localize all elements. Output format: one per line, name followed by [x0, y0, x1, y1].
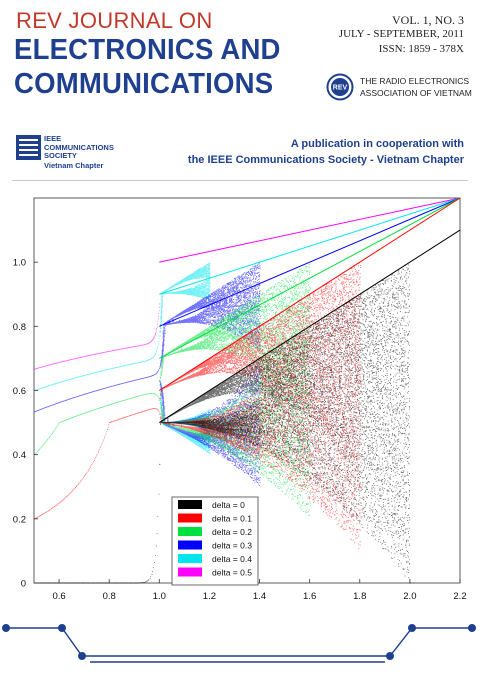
- legend-swatch: [178, 500, 202, 509]
- legend-label: delta = 0.2: [212, 527, 252, 537]
- legend-swatch: [178, 567, 202, 577]
- legend-swatch: [178, 554, 202, 563]
- journal-title-line-2: COMMUNICATIONS: [14, 68, 274, 100]
- footer-node-2: [58, 624, 66, 632]
- x-tick-label: 2.0: [403, 591, 416, 602]
- ieee-line-2: COMMUNICATIONS: [44, 142, 114, 152]
- y-tick-label: 0.2: [13, 514, 26, 525]
- y-tick-label: 0.6: [13, 386, 26, 397]
- association-name: THE RADIO ELECTRONICS ASSOCIATION OF VIE…: [360, 75, 472, 99]
- issn-label: ISSN: 1859 - 378X: [378, 43, 464, 55]
- x-tick-label: 1.0: [153, 591, 166, 602]
- series-0-points: [34, 229, 461, 584]
- legend-label: delta = 0.4: [212, 554, 252, 564]
- footer-node-4: [386, 652, 394, 660]
- x-tick-label: 1.8: [353, 591, 366, 602]
- x-tick-label: 1.2: [203, 591, 216, 602]
- y-tick-label: 1.0: [13, 258, 26, 269]
- legend-label: delta = 0.3: [212, 541, 252, 551]
- x-tick-label: 2.2: [453, 591, 466, 602]
- journal-title-line-1: ELECTRONICS AND: [14, 34, 281, 66]
- bifurcation-chart: 0.6 0.8 1.0 1.2 1.4 1.6 1.8 2.0 2.2 0 0.2 0.4 0.6 0.8…: [13, 197, 467, 602]
- series-envelope-0.4: [159, 197, 461, 295]
- series-envelope-0.1: [159, 197, 461, 391]
- volume-label: VOL. 1, NO. 3: [392, 13, 464, 27]
- ieee-line-1: IEEE: [44, 134, 62, 143]
- legend-label: delta = 0.1: [212, 514, 252, 524]
- legend-swatch: [178, 527, 202, 536]
- issue-date: JULY - SEPTEMBER, 2011: [338, 28, 464, 40]
- ieee-chapter: Vietnam Chapter: [44, 161, 104, 170]
- footer-decoration: [2, 624, 476, 663]
- y-tick-label: 0.4: [13, 450, 26, 461]
- x-tick-label: 1.4: [253, 591, 266, 602]
- ieee-line-3: SOCIETY: [44, 151, 77, 160]
- x-tick-label: 1.6: [303, 591, 316, 602]
- legend-swatch: [178, 540, 202, 550]
- association-line-1: THE RADIO ELECTRONICS: [360, 76, 470, 86]
- x-tick-label: 0.6: [52, 591, 65, 602]
- series-envelope-0: [159, 229, 461, 424]
- series-envelope-0.2: [159, 197, 461, 359]
- y-tick-label: 0.8: [13, 322, 26, 333]
- association-line-2: ASSOCIATION OF VIETNAM: [360, 88, 472, 98]
- ieee-society-name: IEEE COMMUNICATIONS SOCIETY: [44, 134, 114, 161]
- footer-node-1: [2, 624, 10, 632]
- footer-node-6: [468, 624, 476, 632]
- footer-node-3: [78, 652, 86, 660]
- ieee-comsoc-logo-icon: [16, 135, 41, 160]
- legend-swatch: [178, 513, 202, 523]
- legend-label: delta = 0: [212, 500, 245, 510]
- header-divider: [12, 180, 468, 181]
- y-tick-label: 0: [21, 579, 26, 590]
- rev-logo-text: REV: [333, 85, 348, 92]
- footer-node-5: [408, 624, 416, 632]
- series-scatter-0.5: [34, 303, 161, 382]
- rev-logo-icon: REV: [326, 73, 354, 101]
- x-tick-label: 0.8: [103, 591, 116, 602]
- publication-line-2: the IEEE Communications Society - Vietna…: [187, 154, 464, 166]
- publication-line-1: A publication in cooperation with: [290, 138, 464, 150]
- journal-prefix: REV JOURNAL ON: [16, 8, 213, 33]
- series-envelope-0.5: [159, 197, 461, 263]
- legend-label: delta = 0.5: [212, 568, 252, 578]
- series-envelope-0.3: [159, 197, 461, 327]
- series-5-points: [34, 197, 461, 382]
